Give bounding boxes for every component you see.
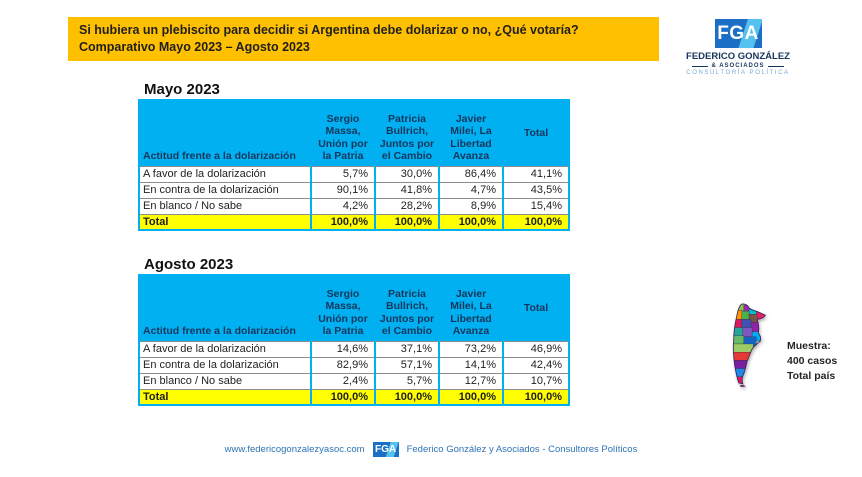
footer: www.federicogonzalezyasoc.com FGA Federi…: [0, 442, 862, 457]
logo-rule-left: [692, 65, 709, 67]
title-line-2: Comparativo Mayo 2023 – Agosto 2023: [79, 39, 310, 54]
company-logo: FGA FEDERICO GONZÁLEZ & ASOCIADOS CONSUL…: [686, 19, 790, 76]
cell: 42,4%: [502, 356, 570, 373]
cell: 8,9%: [438, 197, 504, 214]
table-row: A favor de la dolarización 5,7% 30,0% 86…: [138, 165, 570, 182]
total-cell: 100,0%: [374, 213, 440, 230]
col-header-milei: Javier Milei, La Libertad Avanza: [438, 275, 504, 341]
table-header-row: Actitud frente a la dolarización Sergio …: [138, 100, 570, 166]
sample-note-line1: Muestra:: [787, 340, 831, 352]
logo-rule-right: [767, 65, 784, 67]
footer-fga-logo-icon: FGA: [372, 442, 399, 457]
total-cell: 100,0%: [438, 213, 504, 230]
col-header-bullrich: Patricia Bullrich, Juntos por el Cambio: [374, 275, 440, 341]
col-header-massa: Sergio Massa, Unión por la Patria: [310, 275, 376, 341]
cell: 82,9%: [310, 356, 376, 373]
section-heading-agosto: Agosto 2023: [144, 256, 234, 273]
total-cell: 100,0%: [374, 388, 440, 405]
cell: 12,7%: [438, 372, 504, 389]
col-header-total: Total: [502, 275, 570, 341]
row-label: A favor de la dolarización: [138, 165, 312, 182]
total-cell: 100,0%: [438, 388, 504, 405]
row-label: A favor de la dolarización: [138, 340, 312, 357]
row-label: En contra de la dolarización: [138, 356, 312, 373]
cell: 37,1%: [374, 340, 440, 357]
table-mayo-2023: Actitud frente a la dolarización Sergio …: [138, 99, 570, 231]
total-label: Total: [138, 388, 312, 405]
cell: 2,4%: [310, 372, 376, 389]
cell: 4,2%: [310, 197, 376, 214]
cell: 5,7%: [310, 165, 376, 182]
cell: 4,7%: [438, 181, 504, 198]
cell: 30,0%: [374, 165, 440, 182]
cell: 46,9%: [502, 340, 570, 357]
col-header-bullrich: Patricia Bullrich, Juntos por el Cambio: [374, 100, 440, 166]
table-row: A favor de la dolarización 14,6% 37,1% 7…: [138, 340, 570, 357]
row-label: En contra de la dolarización: [138, 181, 312, 198]
footer-url: www.federicogonzalezyasoc.com: [224, 444, 365, 455]
total-row: Total 100,0% 100,0% 100,0% 100,0%: [138, 213, 570, 230]
col-header-total: Total: [502, 100, 570, 166]
col-header-milei: Javier Milei, La Libertad Avanza: [438, 100, 504, 166]
cell: 41,1%: [502, 165, 570, 182]
row-label: En blanco / No sabe: [138, 372, 312, 389]
total-row: Total 100,0% 100,0% 100,0% 100,0%: [138, 388, 570, 405]
row-label: En blanco / No sabe: [138, 197, 312, 214]
table-agosto-2023: Actitud frente a la dolarización Sergio …: [138, 274, 570, 406]
title-line-1: Si hubiera un plebiscito para decidir si…: [79, 23, 579, 37]
table-row: En blanco / No sabe 4,2% 28,2% 8,9% 15,4…: [138, 197, 570, 214]
total-cell: 100,0%: [502, 388, 570, 405]
row-header-label: Actitud frente a la dolarización: [138, 100, 312, 166]
cell: 28,2%: [374, 197, 440, 214]
table-row: En contra de la dolarización 90,1% 41,8%…: [138, 181, 570, 198]
footer-logo-acronym: FGA: [375, 444, 397, 455]
col-header-massa: Sergio Massa, Unión por la Patria: [310, 100, 376, 166]
logo-tagline: CONSULTORÍA POLÍTICA: [686, 70, 790, 76]
total-cell: 100,0%: [310, 213, 376, 230]
table-row: En contra de la dolarización 82,9% 57,1%…: [138, 356, 570, 373]
cell: 10,7%: [502, 372, 570, 389]
cell: 73,2%: [438, 340, 504, 357]
row-header-label: Actitud frente a la dolarización: [138, 275, 312, 341]
section-heading-mayo: Mayo 2023: [144, 81, 220, 98]
total-label: Total: [138, 213, 312, 230]
table-row: En blanco / No sabe 2,4% 5,7% 12,7% 10,7…: [138, 372, 570, 389]
total-cell: 100,0%: [502, 213, 570, 230]
cell: 90,1%: [310, 181, 376, 198]
footer-company-text: Federico González y Asociados - Consulto…: [406, 444, 638, 455]
argentina-map-icon: [732, 303, 767, 387]
cell: 14,1%: [438, 356, 504, 373]
cell: 57,1%: [374, 356, 440, 373]
cell: 5,7%: [374, 372, 440, 389]
sample-note-line3: Total país: [787, 370, 836, 382]
cell: 15,4%: [502, 197, 570, 214]
sample-note-line2: 400 casos: [787, 355, 838, 367]
title-banner: Si hubiera un plebiscito para decidir si…: [68, 17, 659, 61]
table-header-row: Actitud frente a la dolarización Sergio …: [138, 275, 570, 341]
cell: 86,4%: [438, 165, 504, 182]
logo-subname: & ASOCIADOS: [692, 63, 784, 69]
cell: 14,6%: [310, 340, 376, 357]
logo-subname-text: & ASOCIADOS: [711, 63, 765, 69]
total-cell: 100,0%: [310, 388, 376, 405]
logo-acronym: FGA: [717, 22, 759, 44]
sample-note: Muestra: 400 casos Total país: [787, 339, 837, 384]
cell: 41,8%: [374, 181, 440, 198]
fga-logo-icon: FGA: [714, 19, 762, 48]
logo-company-name: FEDERICO GONZÁLEZ: [686, 51, 790, 62]
cell: 43,5%: [502, 181, 570, 198]
